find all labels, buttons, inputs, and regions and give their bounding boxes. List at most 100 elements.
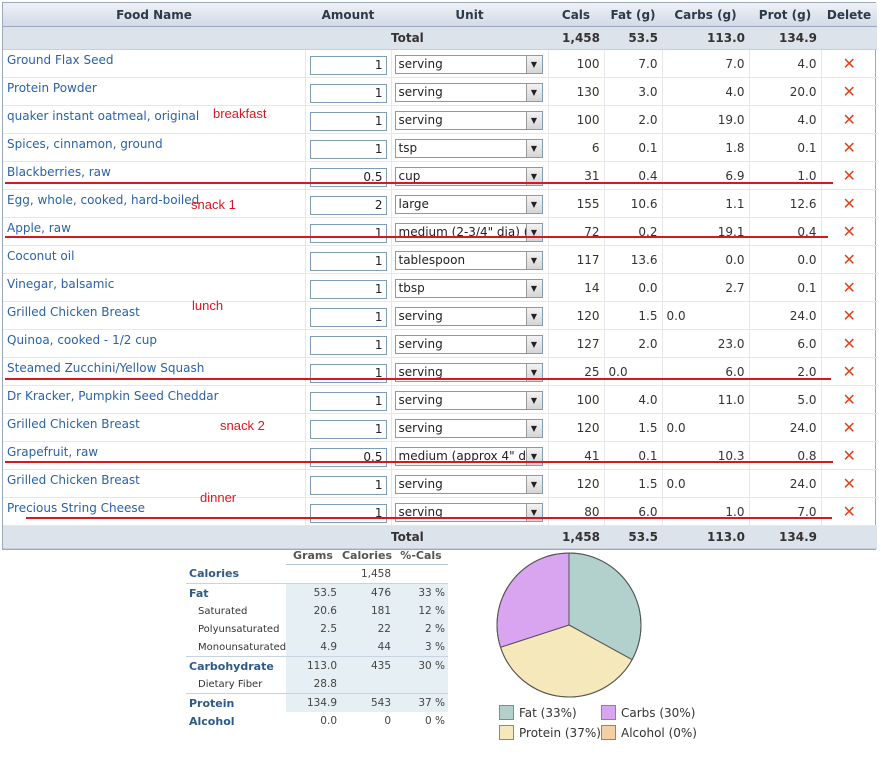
close-x-icon[interactable]: ✕ — [842, 193, 856, 213]
chevron-down-icon[interactable]: ▼ — [525, 195, 542, 213]
chevron-down-icon[interactable]: ▼ — [525, 279, 542, 297]
close-x-icon[interactable]: ✕ — [842, 501, 856, 521]
summary-row: Polyunsaturated 2.5 22 2 % — [186, 620, 448, 638]
close-x-icon[interactable]: ✕ — [842, 137, 856, 157]
food-name-link[interactable]: Grapefruit, raw — [7, 444, 99, 459]
chevron-down-icon[interactable]: ▼ — [525, 307, 542, 325]
unit-select[interactable]: serving ▼ — [394, 502, 543, 522]
unit-select[interactable]: medium (2-3/4" dia) (a ▼ — [394, 222, 543, 242]
unit-select[interactable]: serving ▼ — [394, 390, 543, 410]
amount-input[interactable]: 1 — [309, 336, 387, 355]
close-x-icon[interactable]: ✕ — [842, 445, 856, 465]
food-name-link[interactable]: Dr Kracker, Pumpkin Seed Cheddar — [7, 388, 219, 403]
food-name-link[interactable]: Grilled Chicken Breast — [7, 472, 140, 487]
food-name-link[interactable]: Precious String Cheese — [7, 500, 146, 515]
amount-input[interactable]: 1 — [309, 504, 387, 523]
unit-select[interactable]: serving ▼ — [394, 54, 543, 74]
unit-select[interactable]: medium (approx 4" dia ▼ — [394, 446, 543, 466]
col-prot[interactable]: Prot (g) — [749, 3, 821, 27]
close-x-icon[interactable]: ✕ — [842, 81, 856, 101]
unit-select[interactable]: serving ▼ — [394, 110, 543, 130]
col-fat[interactable]: Fat (g) — [604, 3, 662, 27]
chevron-down-icon[interactable]: ▼ — [525, 83, 542, 101]
food-name-link[interactable]: Steamed Zucchini/Yellow Squash — [7, 360, 205, 375]
amount-input[interactable]: 2 — [309, 196, 387, 215]
unit-select[interactable]: tbsp ▼ — [394, 278, 543, 298]
macro-pie-chart — [496, 552, 642, 698]
unit-select[interactable]: tablespoon ▼ — [394, 250, 543, 270]
amount-input[interactable]: 1 — [309, 224, 387, 243]
amount-input[interactable]: 1 — [309, 476, 387, 495]
food-name-link[interactable]: Protein Powder — [7, 80, 97, 95]
chevron-down-icon[interactable]: ▼ — [525, 475, 542, 493]
amount-input[interactable]: 0.5 — [309, 168, 387, 187]
amount-input[interactable]: 1 — [309, 140, 387, 159]
close-x-icon[interactable]: ✕ — [842, 277, 856, 297]
unit-select[interactable]: cup ▼ — [394, 166, 543, 186]
close-x-icon[interactable]: ✕ — [842, 389, 856, 409]
close-x-icon[interactable]: ✕ — [842, 221, 856, 241]
food-name-link[interactable]: Vinegar, balsamic — [7, 276, 115, 291]
unit-select[interactable]: large ▼ — [394, 194, 543, 214]
food-name-link[interactable]: Grilled Chicken Breast — [7, 304, 140, 319]
fat-cell: 3.0 — [604, 77, 663, 106]
close-x-icon[interactable]: ✕ — [842, 249, 856, 269]
chevron-down-icon[interactable]: ▼ — [525, 139, 542, 157]
amount-input[interactable]: 1 — [309, 112, 387, 131]
col-amount[interactable]: Amount — [305, 3, 391, 27]
legend-item-fat: Fat (33%) — [499, 705, 577, 721]
amount-input[interactable]: 1 — [309, 308, 387, 327]
food-name-link[interactable]: Ground Flax Seed — [7, 52, 114, 67]
chevron-down-icon[interactable]: ▼ — [525, 251, 542, 269]
food-name-link[interactable]: Quinoa, cooked - 1/2 cup — [7, 332, 158, 347]
col-carbs[interactable]: Carbs (g) — [662, 3, 749, 27]
amount-input[interactable]: 0.5 — [309, 448, 387, 467]
unit-select[interactable]: serving ▼ — [394, 418, 543, 438]
food-name-link[interactable]: Blackberries, raw — [7, 164, 111, 179]
unit-select[interactable]: serving ▼ — [394, 362, 543, 382]
cals-cell: 120 — [548, 469, 605, 498]
close-x-icon[interactable]: ✕ — [842, 361, 856, 381]
amount-input[interactable]: 1 — [309, 420, 387, 439]
summary-col-grams: Grams — [286, 546, 340, 565]
unit-select[interactable]: serving ▼ — [394, 474, 543, 494]
amount-input[interactable]: 1 — [309, 252, 387, 271]
unit-select[interactable]: serving ▼ — [394, 334, 543, 354]
col-cals[interactable]: Cals — [548, 3, 604, 27]
amount-input[interactable]: 1 — [309, 392, 387, 411]
summary-pct: 12 % — [394, 602, 448, 620]
col-unit[interactable]: Unit — [391, 3, 548, 27]
amount-input[interactable]: 1 — [309, 56, 387, 75]
food-name-link[interactable]: Grilled Chicken Breast — [7, 416, 140, 431]
food-name-link[interactable]: Coconut oil — [7, 248, 75, 263]
food-name-link[interactable]: Egg, whole, cooked, hard-boiled — [7, 192, 200, 207]
close-x-icon[interactable]: ✕ — [842, 473, 856, 493]
chevron-down-icon[interactable]: ▼ — [525, 111, 542, 129]
unit-select[interactable]: tsp ▼ — [394, 138, 543, 158]
amount-input[interactable]: 1 — [309, 84, 387, 103]
food-name-link[interactable]: Spices, cinnamon, ground — [7, 136, 163, 151]
cals-cell: 117 — [548, 245, 605, 274]
close-x-icon[interactable]: ✕ — [842, 305, 856, 325]
food-name-link[interactable]: quaker instant oatmeal, original — [7, 108, 200, 123]
chevron-down-icon[interactable]: ▼ — [525, 335, 542, 353]
chevron-down-icon[interactable]: ▼ — [525, 167, 542, 185]
chevron-down-icon[interactable]: ▼ — [525, 419, 542, 437]
close-x-icon[interactable]: ✕ — [842, 109, 856, 129]
amount-input[interactable]: 1 — [309, 280, 387, 299]
food-row: Dr Kracker, Pumpkin Seed Cheddar 1 serving… — [3, 385, 877, 414]
close-x-icon[interactable]: ✕ — [842, 53, 856, 73]
unit-select[interactable]: serving ▼ — [394, 306, 543, 326]
chevron-down-icon[interactable]: ▼ — [525, 503, 542, 521]
chevron-down-icon[interactable]: ▼ — [525, 363, 542, 381]
col-food-name[interactable]: Food Name — [3, 3, 305, 27]
amount-input[interactable]: 1 — [309, 364, 387, 383]
close-x-icon[interactable]: ✕ — [842, 165, 856, 185]
unit-select[interactable]: serving ▼ — [394, 82, 543, 102]
chevron-down-icon[interactable]: ▼ — [525, 391, 542, 409]
close-x-icon[interactable]: ✕ — [842, 417, 856, 437]
food-name-link[interactable]: Apple, raw — [7, 220, 71, 235]
chevron-down-icon[interactable]: ▼ — [525, 447, 542, 465]
chevron-down-icon[interactable]: ▼ — [525, 55, 542, 73]
close-x-icon[interactable]: ✕ — [842, 333, 856, 353]
